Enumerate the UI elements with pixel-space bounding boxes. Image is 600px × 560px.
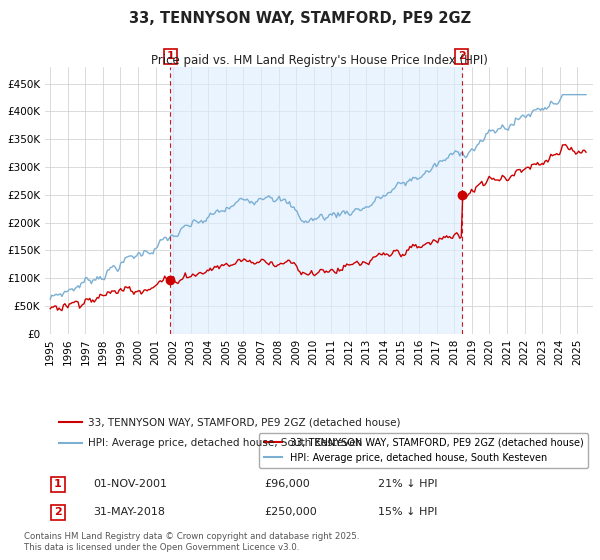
Text: 33, TENNYSON WAY, STAMFORD, PE9 2GZ: 33, TENNYSON WAY, STAMFORD, PE9 2GZ bbox=[129, 11, 471, 26]
Title: Price paid vs. HM Land Registry's House Price Index (HPI): Price paid vs. HM Land Registry's House … bbox=[151, 54, 487, 67]
Text: 33, TENNYSON WAY, STAMFORD, PE9 2GZ (detached house): 33, TENNYSON WAY, STAMFORD, PE9 2GZ (det… bbox=[88, 417, 400, 427]
Text: £96,000: £96,000 bbox=[264, 479, 310, 489]
Text: 2: 2 bbox=[54, 507, 62, 517]
Bar bbox=[170, 67, 461, 334]
Text: 21% ↓ HPI: 21% ↓ HPI bbox=[378, 479, 437, 489]
Text: HPI: Average price, detached house, South Kesteven: HPI: Average price, detached house, Sout… bbox=[88, 438, 362, 448]
Text: 1: 1 bbox=[166, 52, 174, 61]
Text: 2: 2 bbox=[458, 52, 466, 61]
Text: Contains HM Land Registry data © Crown copyright and database right 2025.
This d: Contains HM Land Registry data © Crown c… bbox=[24, 532, 359, 552]
Text: 31-MAY-2018: 31-MAY-2018 bbox=[93, 507, 165, 517]
Text: £250,000: £250,000 bbox=[264, 507, 317, 517]
Text: 01-NOV-2001: 01-NOV-2001 bbox=[93, 479, 167, 489]
Legend: 33, TENNYSON WAY, STAMFORD, PE9 2GZ (detached house), HPI: Average price, detach: 33, TENNYSON WAY, STAMFORD, PE9 2GZ (det… bbox=[259, 433, 588, 468]
Text: 1: 1 bbox=[54, 479, 62, 489]
Text: 15% ↓ HPI: 15% ↓ HPI bbox=[378, 507, 437, 517]
